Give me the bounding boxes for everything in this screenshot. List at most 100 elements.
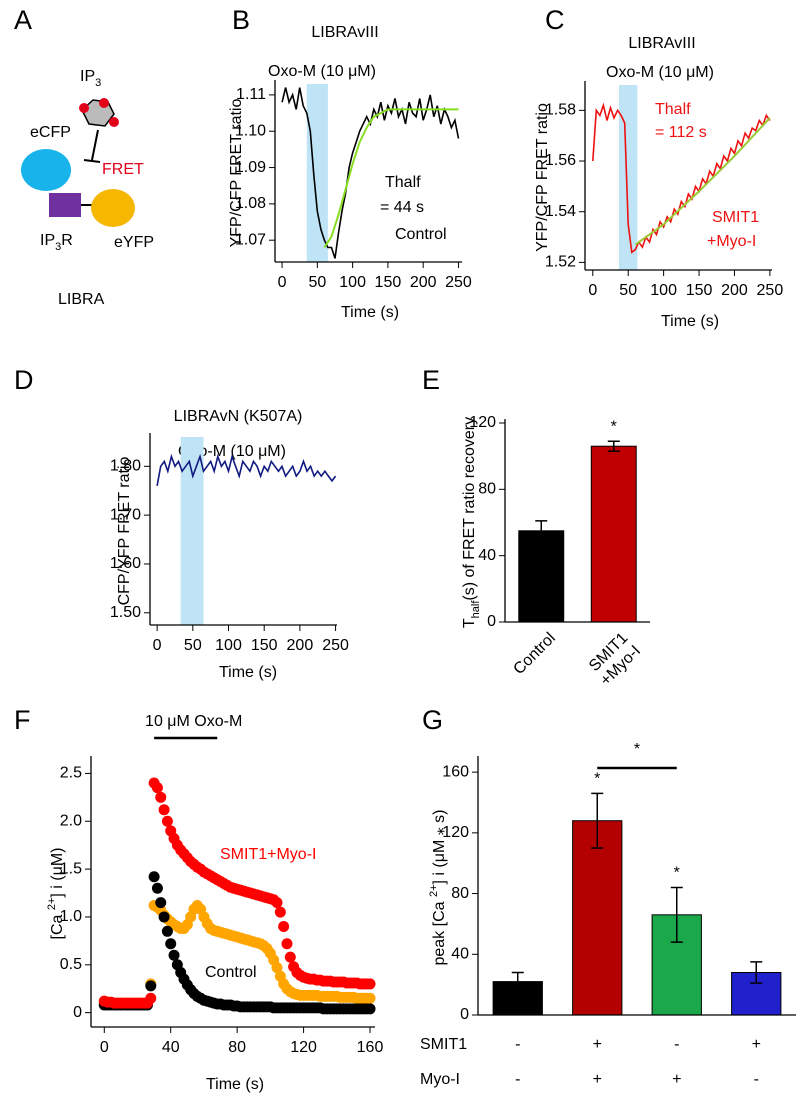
- y-tick-label: 1.58: [545, 102, 576, 119]
- row-value: +: [593, 1036, 602, 1053]
- y-tick-label: 1.60: [110, 555, 141, 572]
- data-point: [364, 978, 376, 990]
- x-tick-label: 200: [721, 282, 748, 299]
- y-tick-label: 0.5: [60, 956, 82, 973]
- y-tick-label: 120: [442, 824, 469, 841]
- subtitle: Oxo-M (10 μM): [178, 443, 286, 460]
- y-axis-label-part: T: [461, 618, 478, 628]
- y-axis-label-part: [Ca: [49, 910, 66, 939]
- x-axis-label: Time (s): [661, 313, 719, 330]
- annotation: Thalf: [655, 101, 691, 118]
- ip3r-label-part: 3: [55, 241, 61, 253]
- x-tick-label: 150: [686, 282, 713, 299]
- row-value: -: [515, 1036, 520, 1053]
- y-axis-label: CFP/YFP FRET ratio: [116, 457, 133, 606]
- y-axis-label-part: (s) of FRET ratio recovery: [461, 417, 478, 601]
- data-point: [155, 897, 167, 909]
- ip3r-label-part: IP: [40, 232, 55, 249]
- panel-letter: C: [545, 5, 565, 35]
- data-point: [145, 980, 157, 992]
- annotation: SMIT1: [712, 209, 759, 226]
- chart-title: LIBRAvN (K507A): [174, 408, 303, 425]
- data-point: [364, 1003, 376, 1015]
- trace: [634, 117, 771, 246]
- y-tick-label: 1.80: [110, 458, 141, 475]
- data-point: [274, 906, 286, 918]
- x-tick-label: 50: [184, 637, 202, 654]
- row-value: -: [674, 1036, 679, 1053]
- significance-star: *: [594, 771, 600, 788]
- data-point: [148, 871, 160, 883]
- chart-title: LIBRAvIII: [628, 35, 695, 52]
- ecfp-label: eCFP: [30, 124, 71, 141]
- data-point: [151, 882, 163, 894]
- x-tick-label: 50: [308, 274, 326, 291]
- row-value: +: [752, 1036, 761, 1053]
- annotation: Control: [395, 226, 447, 243]
- ip3r-label-part: R: [61, 232, 73, 249]
- y-tick-label: 160: [442, 763, 469, 780]
- trace: [592, 102, 771, 254]
- y-axis-label-part: 2+: [428, 884, 440, 897]
- x-tick-label: 160: [357, 1039, 384, 1056]
- x-tick-label: SMIT1+Myo-I: [585, 630, 645, 690]
- x-tick-label: 250: [757, 282, 784, 299]
- row-value: -: [754, 1071, 759, 1088]
- y-axis-label: peak [Ca 2+] i (μM ⁎ s): [428, 809, 448, 965]
- significance-star: *: [611, 418, 617, 435]
- x-tick-label: 0: [100, 1039, 109, 1056]
- data-point: [165, 938, 177, 950]
- x-tick-label: 120: [290, 1039, 317, 1056]
- data-point: [161, 925, 173, 937]
- data-point: [168, 949, 180, 961]
- data-point: [145, 992, 157, 1004]
- panel-letter: F: [14, 705, 31, 735]
- y-tick-label: 1.70: [110, 506, 141, 523]
- row-label: Myo-I: [420, 1071, 460, 1088]
- inhibition-line: [91, 129, 99, 161]
- y-axis-label: [Ca 2+] i (μM): [46, 848, 66, 940]
- x-tick-label: 0: [588, 282, 597, 299]
- y-axis-label: Thalf(s) of FRET ratio recovery: [461, 417, 482, 628]
- x-tick-label: 0: [278, 274, 287, 291]
- data-point: [271, 897, 283, 909]
- panel-letter: A: [14, 5, 32, 35]
- trace: [156, 453, 337, 486]
- y-tick-label: 80: [478, 481, 496, 498]
- x-axis-label: Time (s): [341, 304, 399, 321]
- trace: [281, 87, 460, 259]
- data-point: [158, 804, 170, 816]
- row-label: SMIT1: [420, 1036, 467, 1053]
- data-point: [155, 791, 167, 803]
- x-tick-label: 150: [251, 637, 278, 654]
- data-point: [151, 782, 163, 794]
- x-tick-label: 200: [287, 637, 314, 654]
- diagram-a: A IP3 eCFP FRET IP3R eYFP LIBRA: [14, 5, 154, 308]
- series-label: SMIT1+Myo-I: [220, 846, 316, 863]
- y-axis-label-part: ] i (μM): [49, 848, 66, 898]
- stimulus-shade: [180, 437, 204, 625]
- y-tick-label: 1.56: [545, 152, 576, 169]
- x-tick-label: 100: [339, 274, 366, 291]
- y-tick-label: 1.50: [110, 604, 141, 621]
- x-tick-label: 150: [375, 274, 402, 291]
- phosphate: [79, 103, 89, 113]
- x-axis-label: Time (s): [219, 664, 277, 681]
- y-axis-label: YFP/CFP FRET ratio: [534, 103, 551, 252]
- x-tick-label-line: Control: [511, 630, 560, 679]
- ip3r-label: IP3R: [40, 232, 73, 253]
- y-axis-label-part: half: [470, 600, 482, 619]
- x-tick-label: 250: [322, 637, 349, 654]
- y-axis-label-part: 2+: [46, 898, 58, 911]
- y-tick-label: 0: [487, 613, 496, 630]
- y-tick-label: 1.5: [60, 860, 82, 877]
- series-label: Control: [205, 964, 257, 981]
- y-tick-label: 1.52: [545, 254, 576, 271]
- y-tick-label: 0: [73, 1004, 82, 1021]
- data-point: [158, 911, 170, 923]
- bar: [518, 530, 565, 623]
- data-point: [271, 962, 283, 974]
- y-tick-label: 40: [451, 946, 469, 963]
- ip3-label-part: 3: [95, 77, 101, 89]
- bar: [572, 820, 623, 1016]
